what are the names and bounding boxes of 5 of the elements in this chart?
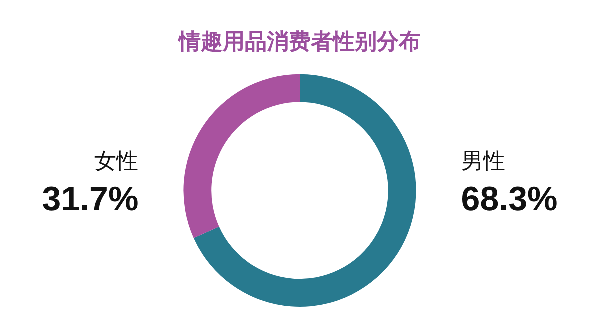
- slice-label: 女性: [94, 150, 139, 175]
- slice-label: 男性: [461, 150, 506, 175]
- data-label: 68.3%: [461, 180, 558, 219]
- chart-title: 情趣用品消费者性别分布: [177, 30, 421, 55]
- data-label: 31.7%: [42, 180, 139, 219]
